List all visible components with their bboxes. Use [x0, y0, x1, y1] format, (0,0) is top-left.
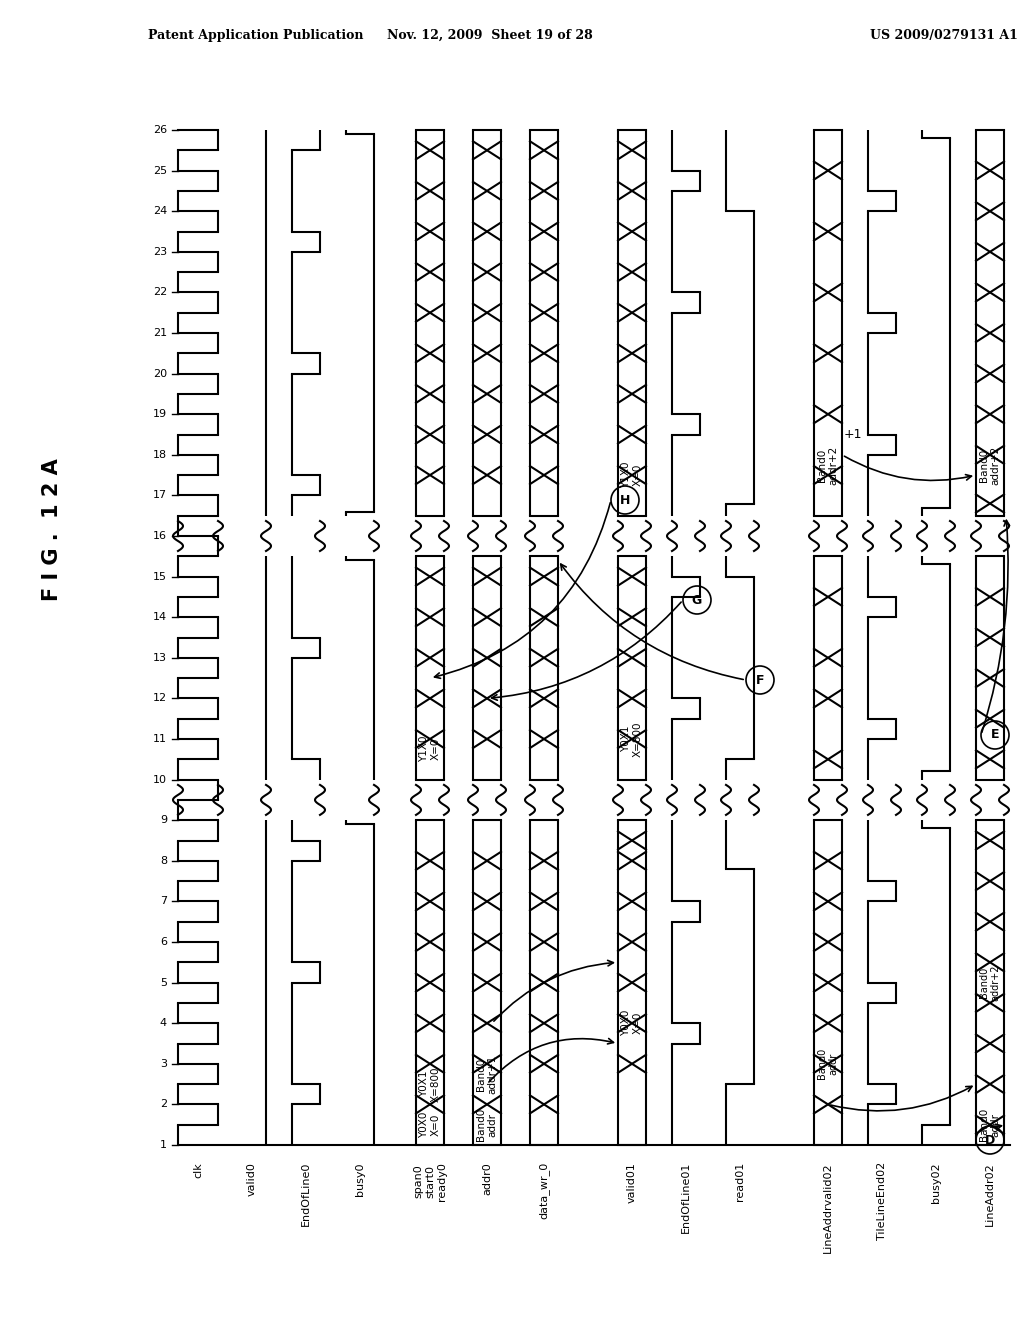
Text: D: D — [985, 1134, 995, 1147]
Text: busy02: busy02 — [931, 1162, 941, 1203]
Text: 10: 10 — [153, 775, 167, 784]
Text: H: H — [620, 494, 630, 507]
Text: G: G — [692, 594, 702, 606]
Text: valid0: valid0 — [247, 1162, 257, 1196]
Text: 4: 4 — [160, 1018, 167, 1028]
Text: 22: 22 — [153, 288, 167, 297]
Text: +1: +1 — [844, 428, 862, 441]
Text: Band0
addr+2: Band0 addr+2 — [817, 445, 839, 484]
Text: 17: 17 — [153, 491, 167, 500]
Text: 13: 13 — [153, 653, 167, 663]
Text: 6: 6 — [160, 937, 167, 946]
Text: E: E — [991, 729, 999, 742]
Text: Y0X0
X=0: Y0X0 X=0 — [622, 1010, 643, 1036]
Text: F I G .  1 2 A: F I G . 1 2 A — [42, 458, 62, 602]
Text: 3: 3 — [160, 1059, 167, 1069]
Text: Nov. 12, 2009  Sheet 19 of 28: Nov. 12, 2009 Sheet 19 of 28 — [387, 29, 593, 41]
Text: 19: 19 — [153, 409, 167, 420]
Text: 7: 7 — [160, 896, 167, 907]
Text: 18: 18 — [153, 450, 167, 459]
Text: Band0
addr: Band0 addr — [979, 1107, 1000, 1142]
Text: 25: 25 — [153, 165, 167, 176]
Text: TileLineEnd02: TileLineEnd02 — [877, 1162, 887, 1241]
Text: Band0
addr+2: Band0 addr+2 — [979, 445, 1000, 484]
Text: 2: 2 — [160, 1100, 167, 1109]
Text: 26: 26 — [153, 125, 167, 135]
Text: Patent Application Publication: Patent Application Publication — [148, 29, 364, 41]
Text: 21: 21 — [153, 327, 167, 338]
Text: busy0: busy0 — [355, 1162, 365, 1196]
Text: 1: 1 — [160, 1140, 167, 1150]
Text: EndOfLine01: EndOfLine01 — [681, 1162, 691, 1233]
Text: 24: 24 — [153, 206, 167, 216]
Text: valid01: valid01 — [627, 1162, 637, 1203]
Text: 14: 14 — [153, 612, 167, 622]
Text: 5: 5 — [160, 978, 167, 987]
Text: 23: 23 — [153, 247, 167, 257]
Text: addr0: addr0 — [482, 1162, 492, 1195]
Text: span0
start0
ready0: span0 start0 ready0 — [414, 1162, 446, 1201]
Text: Y0X1
X=800: Y0X1 X=800 — [622, 721, 643, 756]
Text: 15: 15 — [153, 572, 167, 582]
Text: 11: 11 — [153, 734, 167, 744]
Text: Y1X0
X=0: Y1X0 X=0 — [419, 737, 440, 763]
Text: Y1X0
X=0: Y1X0 X=0 — [622, 462, 643, 488]
Text: 8: 8 — [160, 855, 167, 866]
Text: 20: 20 — [153, 368, 167, 379]
Text: EndOfLine0: EndOfLine0 — [301, 1162, 311, 1226]
Text: F: F — [756, 673, 764, 686]
Text: data_wr_0: data_wr_0 — [539, 1162, 550, 1220]
Text: read01: read01 — [735, 1162, 745, 1201]
Text: LineAddr02: LineAddr02 — [985, 1162, 995, 1226]
Text: clk: clk — [193, 1162, 203, 1177]
Text: 12: 12 — [153, 693, 167, 704]
Text: US 2009/0279131 A1: US 2009/0279131 A1 — [870, 29, 1018, 41]
Text: 16: 16 — [153, 531, 167, 541]
Text: Band0
addr: Band0 addr — [476, 1107, 498, 1142]
Text: LineAddrvalid02: LineAddrvalid02 — [823, 1162, 833, 1253]
Text: Band0
addr+2: Band0 addr+2 — [979, 965, 1000, 1001]
Text: 9: 9 — [160, 816, 167, 825]
Text: Y0X0
X=0: Y0X0 X=0 — [419, 1111, 440, 1138]
Text: Band0
addr+1: Band0 addr+1 — [476, 1055, 498, 1093]
Text: Band0
addr: Band0 addr — [817, 1048, 839, 1080]
Text: Y0X1
X=800: Y0X1 X=800 — [419, 1067, 440, 1102]
